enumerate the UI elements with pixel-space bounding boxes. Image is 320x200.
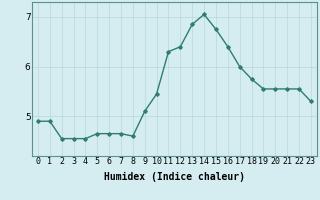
X-axis label: Humidex (Indice chaleur): Humidex (Indice chaleur) <box>104 172 245 182</box>
